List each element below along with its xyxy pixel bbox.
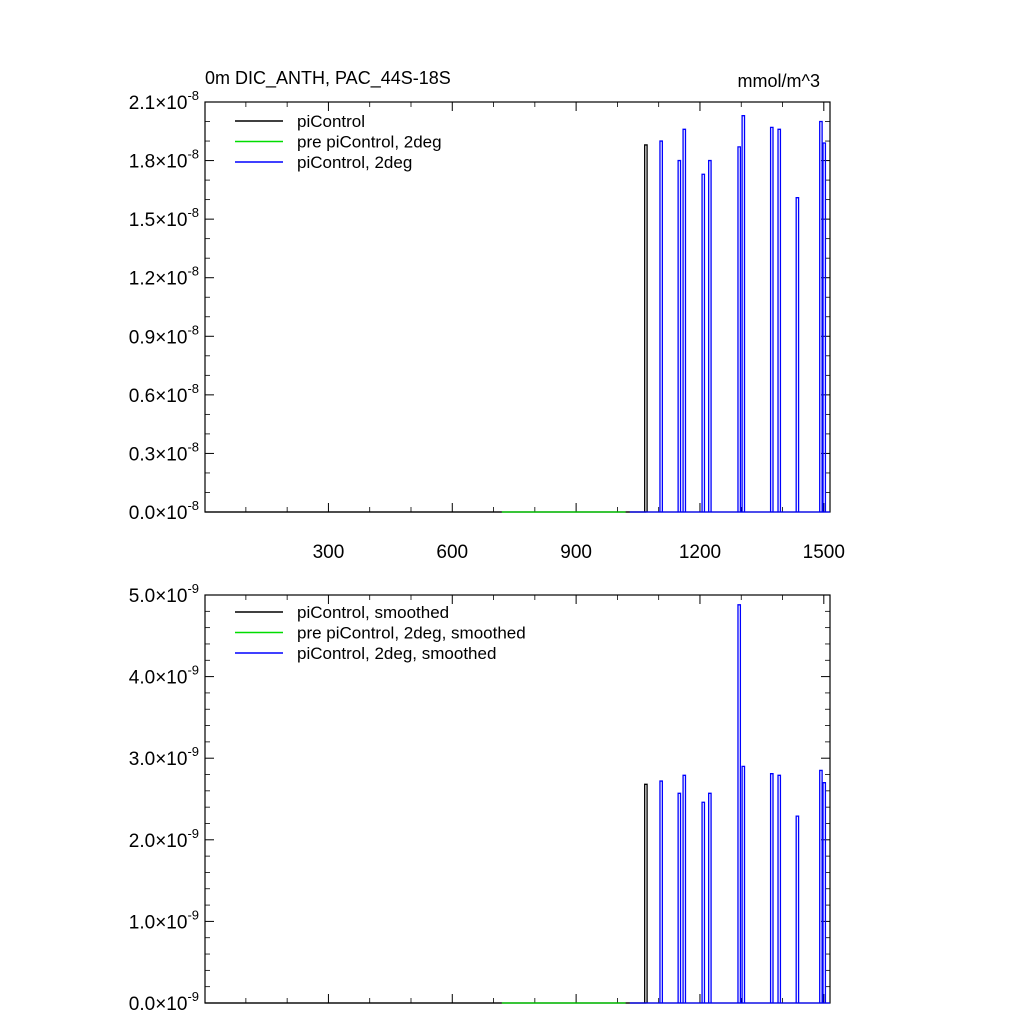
y-tick-label: 0.0×10-9 — [129, 989, 199, 1015]
series-spike — [737, 146, 742, 512]
y-tick-label: 0.3×10-8 — [129, 439, 199, 465]
legend-label: piControl, smoothed — [297, 603, 449, 622]
legend-label: pre piControl, 2deg — [297, 133, 442, 152]
y-tick-mantissa: 1.0×10 — [129, 912, 188, 933]
series-spike — [822, 782, 827, 1003]
y-tick-mantissa: 4.0×10 — [129, 668, 188, 689]
y-tick-exponent: -8 — [187, 439, 199, 454]
y-tick-mantissa: 1.5×10 — [129, 210, 188, 231]
series-spike — [708, 792, 712, 1003]
series-spike — [701, 801, 706, 1003]
y-tick-exponent: -8 — [187, 322, 199, 337]
y-tick-exponent: -9 — [187, 826, 199, 841]
y-tick-label: 1.5×10-8 — [129, 205, 199, 231]
series-spike — [659, 780, 664, 1003]
series-spike — [644, 144, 648, 512]
y-tick-label: 1.0×10-9 — [129, 907, 199, 933]
x-tick-label: 600 — [436, 542, 468, 563]
series-spike — [682, 774, 687, 1003]
chart-units: mmol/m^3 — [738, 71, 820, 91]
series-spike — [769, 773, 774, 1003]
y-tick-label: 4.0×10-9 — [129, 663, 199, 689]
y-tick-mantissa: 0.0×10 — [129, 994, 188, 1015]
y-tick-label: 0.9×10-8 — [129, 322, 199, 348]
series-spike — [741, 115, 746, 512]
legend-label: piControl, 2deg, smoothed — [297, 644, 496, 663]
y-tick-mantissa: 0.0×10 — [129, 503, 188, 524]
y-tick-mantissa: 2.0×10 — [129, 831, 188, 852]
series-spike — [737, 604, 742, 1003]
y-tick-exponent: -9 — [187, 581, 199, 596]
y-tick-mantissa: 0.9×10 — [129, 327, 188, 348]
series-spike — [682, 128, 687, 512]
y-tick-exponent: -8 — [187, 381, 199, 396]
series-spike — [777, 128, 782, 512]
y-tick-label: 1.2×10-8 — [129, 264, 199, 290]
x-tick-label: 900 — [560, 542, 592, 563]
series-spike — [741, 765, 746, 1003]
y-tick-label: 2.0×10-9 — [129, 826, 199, 852]
x-tick-label: 1200 — [679, 542, 721, 563]
y-tick-exponent: -9 — [187, 989, 199, 1004]
y-tick-exponent: -8 — [187, 264, 199, 279]
y-tick-exponent: -8 — [187, 498, 199, 513]
y-tick-label: 0.0×10-8 — [129, 498, 199, 524]
y-tick-label: 2.1×10-8 — [129, 88, 199, 114]
series-spike — [822, 142, 827, 512]
y-tick-exponent: -8 — [187, 205, 199, 220]
y-tick-mantissa: 1.8×10 — [129, 152, 188, 173]
y-tick-mantissa: 1.2×10 — [129, 269, 188, 290]
series-spike — [819, 769, 823, 1003]
y-tick-label: 3.0×10-9 — [129, 744, 199, 770]
y-tick-label: 0.6×10-8 — [129, 381, 199, 407]
y-tick-mantissa: 2.1×10 — [129, 93, 188, 114]
series-spike — [677, 792, 682, 1003]
series-spike — [659, 140, 664, 512]
bottom-panel: 0.0×10-91.0×10-92.0×10-93.0×10-94.0×10-9… — [129, 581, 831, 1015]
y-tick-label: 1.8×10-8 — [129, 147, 199, 173]
y-tick-exponent: -9 — [187, 744, 199, 759]
x-tick-label: 1500 — [803, 542, 845, 563]
y-tick-mantissa: 3.0×10 — [129, 749, 188, 770]
series-spike — [677, 159, 682, 512]
series-spike — [819, 120, 823, 512]
series-spike — [701, 173, 706, 512]
y-tick-exponent: -9 — [187, 907, 199, 922]
chart-title: 0m DIC_ANTH, PAC_44S-18S — [205, 68, 451, 89]
y-tick-mantissa: 0.6×10 — [129, 386, 188, 407]
series-spike — [644, 783, 648, 1003]
series-spike — [795, 815, 800, 1003]
series-spike — [777, 774, 782, 1003]
legend-label: pre piControl, 2deg, smoothed — [297, 624, 526, 643]
top-panel: 0.0×10-80.3×10-80.6×10-80.9×10-81.2×10-8… — [129, 68, 845, 563]
y-tick-exponent: -8 — [187, 147, 199, 162]
y-tick-label: 5.0×10-9 — [129, 581, 199, 607]
series-spike — [708, 159, 712, 512]
series-spike — [795, 197, 800, 512]
y-tick-exponent: -9 — [187, 663, 199, 678]
y-tick-mantissa: 5.0×10 — [129, 586, 188, 607]
legend-label: piControl, 2deg — [297, 153, 412, 172]
legend-label: piControl — [297, 112, 365, 131]
x-tick-label: 300 — [313, 542, 345, 563]
series-spike — [769, 126, 774, 512]
y-tick-exponent: -8 — [187, 88, 199, 103]
y-tick-mantissa: 0.3×10 — [129, 444, 188, 465]
